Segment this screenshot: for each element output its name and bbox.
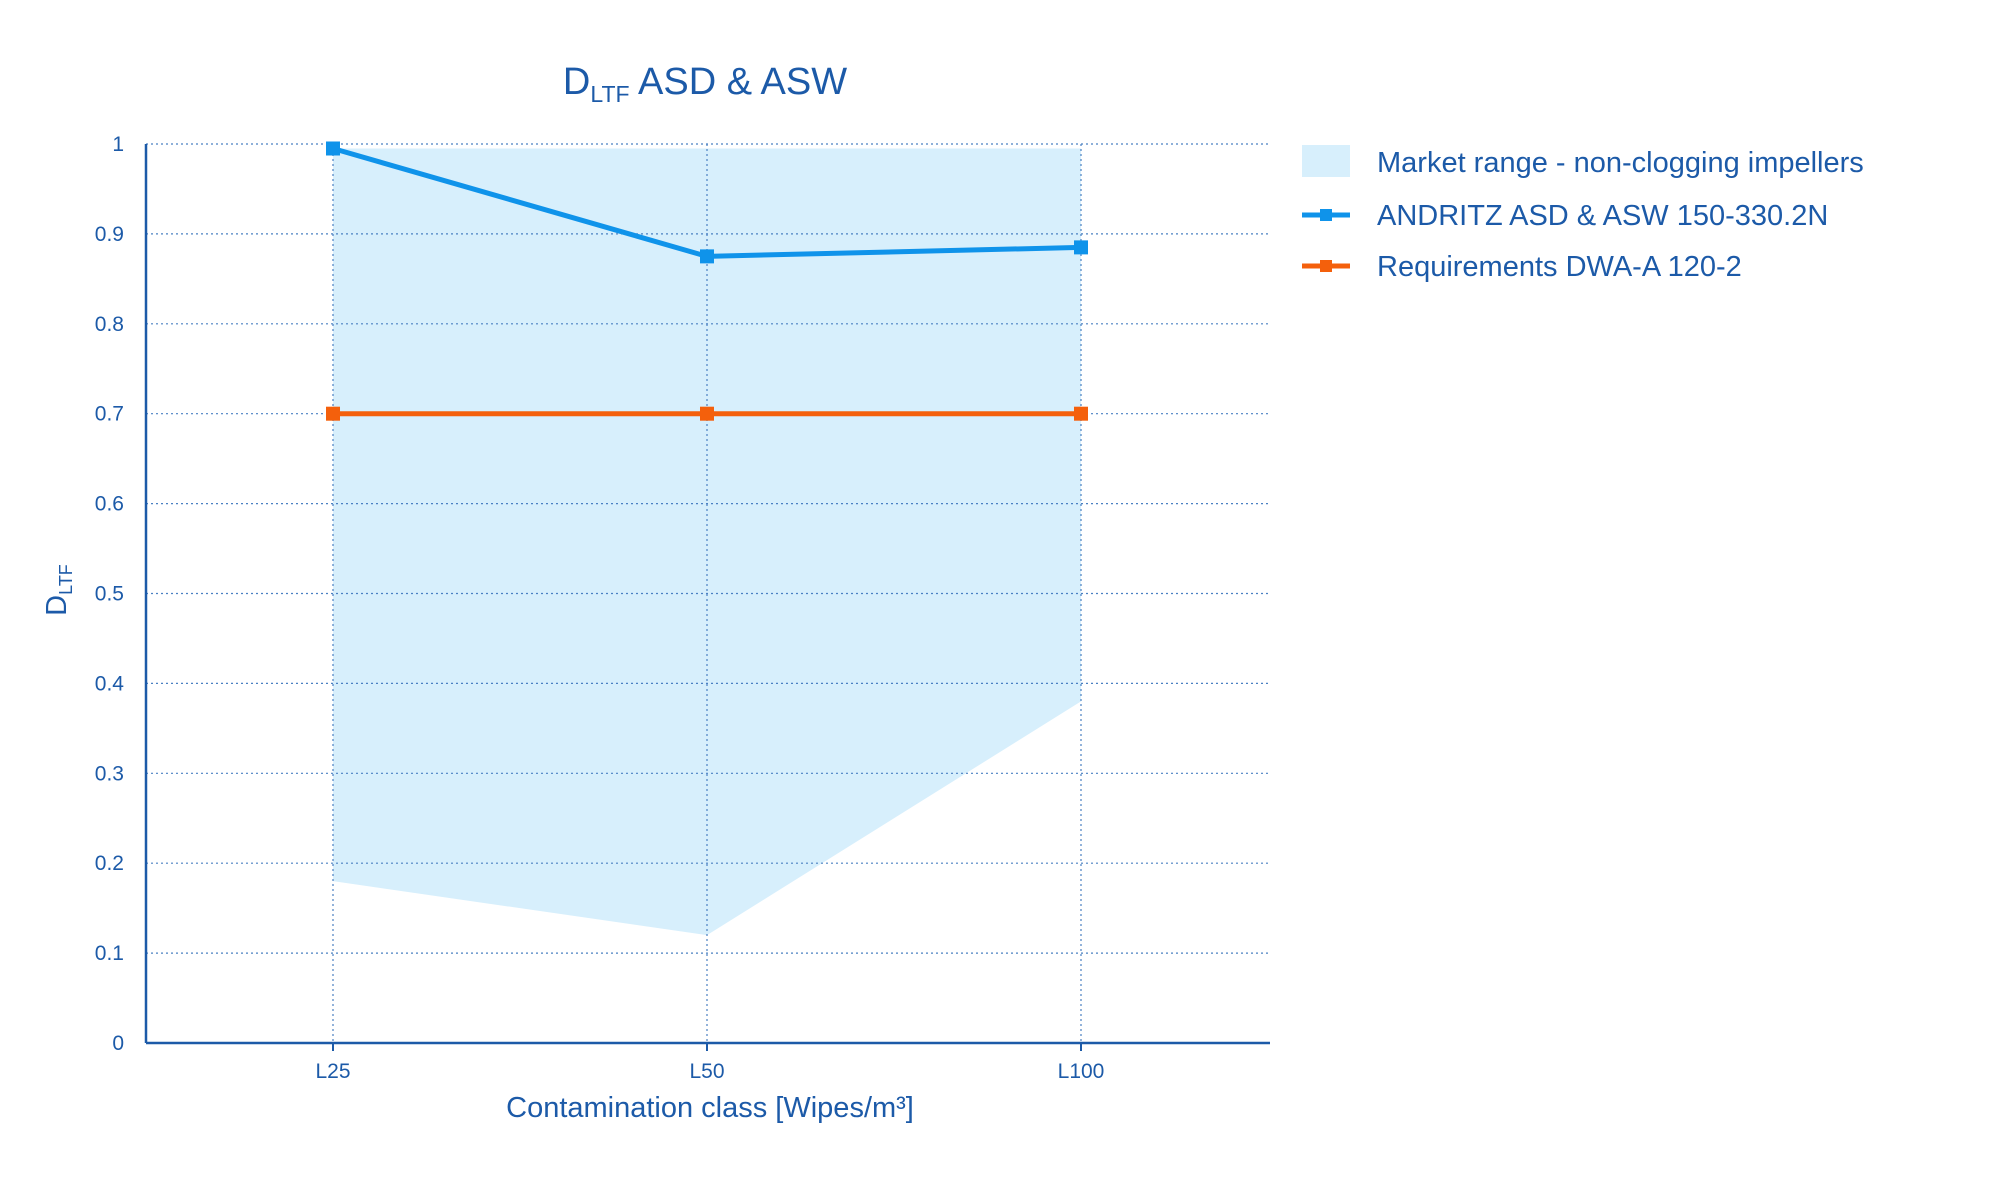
chart-title: DLTF ASD & ASW — [563, 61, 847, 107]
y-tick-label: 0.1 — [95, 942, 124, 965]
y-tick-label: 0.6 — [95, 493, 124, 516]
y-tick-label: 0.8 — [95, 313, 124, 336]
legend-marker-requirements — [1320, 260, 1332, 272]
y-tick-label: 0.4 — [95, 672, 125, 695]
y-tick-label: 0.2 — [95, 852, 124, 875]
y-axis-label: DLTF — [41, 564, 76, 616]
legend-swatch-market-range — [1302, 145, 1350, 177]
requirements-series-point — [700, 406, 714, 421]
axis-layer — [144, 144, 1270, 1051]
chart-title-main: D — [563, 61, 590, 103]
series-layer — [326, 141, 1088, 421]
y-tick-label: 0.9 — [95, 223, 124, 246]
y-axis-label-main: D — [41, 595, 73, 616]
y-tick-label: 0.7 — [95, 403, 124, 426]
legend: Market range - non-clogging impellers AN… — [1302, 145, 1864, 283]
andritz-series-point — [700, 249, 714, 264]
andritz-series-point — [326, 141, 340, 156]
x-axis-label: Contamination class [Wipes/m³] — [506, 1092, 914, 1124]
market-range-band — [333, 148, 1081, 936]
y-tick-label: 0.5 — [95, 583, 124, 606]
y-tick-labels: 0 0.1 0.2 0.3 0.4 0.5 0.6 0.7 0.8 0.9 1 — [95, 133, 125, 1055]
y-axis-label-sub: LTF — [56, 564, 76, 595]
andritz-series-point — [1074, 240, 1088, 255]
chart-title-rest: ASD & ASW — [630, 61, 848, 103]
y-tick-label: 0 — [112, 1032, 124, 1055]
requirements-series-point — [326, 406, 340, 421]
legend-label-requirements: Requirements DWA-A 120-2 — [1377, 251, 1742, 283]
market-range-band-layer — [333, 148, 1081, 936]
legend-marker-andritz — [1320, 209, 1332, 221]
x-tick-labels: L25 L50 L100 — [315, 1060, 1104, 1083]
y-tick-label: 1 — [112, 133, 124, 156]
y-tick-label: 0.3 — [95, 762, 124, 785]
requirements-series-point — [1074, 406, 1088, 421]
x-tick-label: L25 — [315, 1060, 350, 1083]
x-tick-label: L50 — [689, 1060, 724, 1083]
legend-label-andritz: ANDRITZ ASD & ASW 150-330.2N — [1377, 200, 1828, 232]
chart-title-sub: LTF — [590, 81, 629, 107]
x-tick-label: L100 — [1058, 1060, 1105, 1083]
legend-label-market-range: Market range - non-clogging impellers — [1377, 147, 1864, 179]
